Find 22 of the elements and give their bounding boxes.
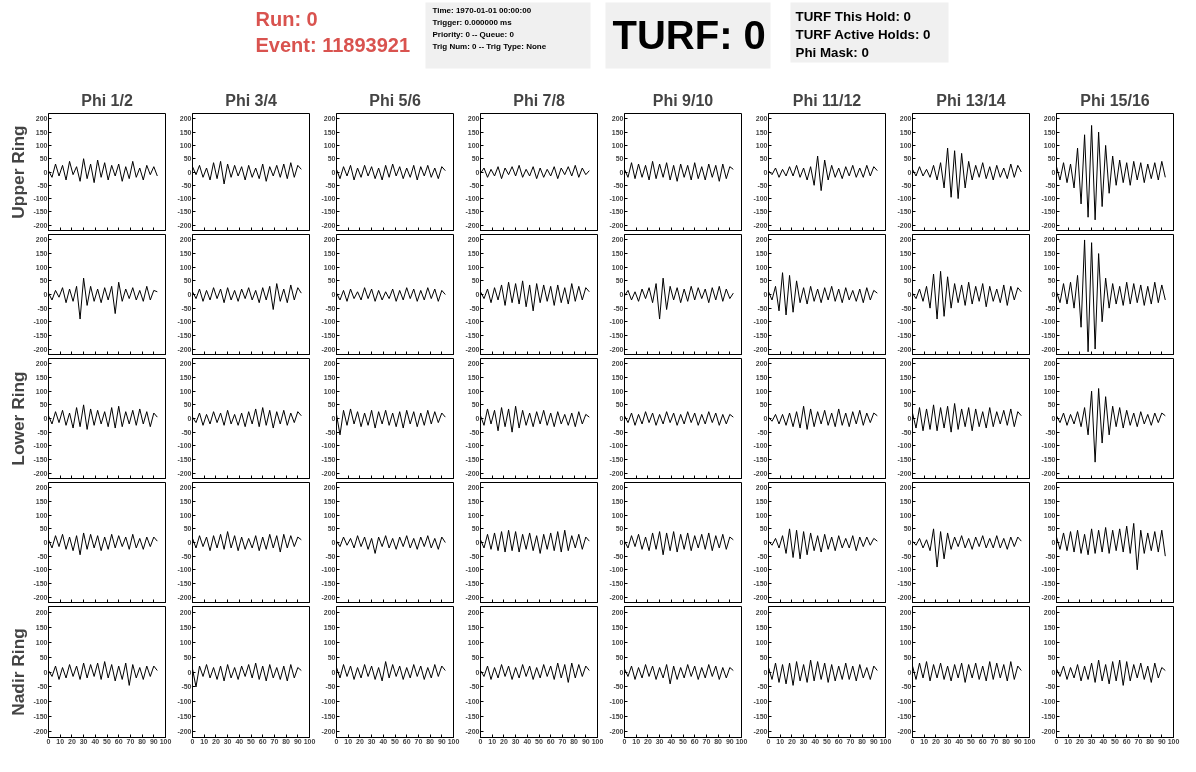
text: Trigger: 0.000000 ms bbox=[432, 18, 513, 27]
line-series bbox=[1056, 239, 1166, 353]
y-axis-title: Upper Ring bbox=[8, 125, 29, 219]
chart-title: Phi 1/2 bbox=[81, 91, 133, 109]
text: Priority: 0 -- Queue: 0 bbox=[432, 30, 515, 39]
y-axis-title: Nadir Ring bbox=[8, 628, 29, 716]
chart-title: Phi 5/6 bbox=[369, 91, 421, 109]
chart-title: Phi 7/8 bbox=[513, 91, 565, 109]
text: TURF: 0 bbox=[612, 12, 766, 57]
chart-title: Phi 13/14 bbox=[936, 91, 1006, 109]
text: Run: 0 bbox=[255, 7, 318, 30]
chart-title: Phi 11/12 bbox=[792, 91, 862, 109]
text: TURF Active Holds: 0 bbox=[795, 27, 931, 42]
text: TURF This Hold: 0 bbox=[795, 9, 912, 24]
chart-title: Phi 3/4 bbox=[225, 91, 277, 109]
text: Time: 1970-01-01 00:00:00 bbox=[432, 6, 532, 15]
text: Event: 11893921 bbox=[255, 33, 411, 56]
chart-title: Phi 9/10 bbox=[652, 91, 714, 109]
text: Trig Num: 0 -- Trig Type: None bbox=[432, 42, 547, 51]
chart-title: Phi 15/16 bbox=[1080, 91, 1150, 109]
y-axis-title: Lower Ring bbox=[8, 371, 29, 466]
text: Phi Mask: 0 bbox=[795, 45, 869, 60]
